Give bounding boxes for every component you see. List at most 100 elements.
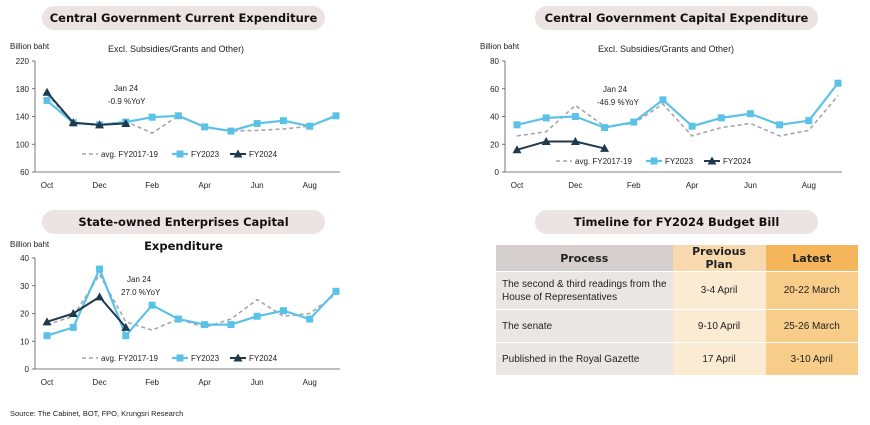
data-point-fy2023 (776, 121, 784, 129)
y-tick-label: 180 (16, 85, 30, 94)
chart1-title: Central Government Current Expenditure (42, 6, 325, 30)
data-point-fy2024 (121, 322, 131, 331)
x-tick-label: Feb (145, 181, 159, 190)
table-row: The senate 9-10 April 25-26 March (496, 309, 858, 343)
data-point-fy2023 (69, 323, 77, 331)
y-tick-label: 40 (20, 254, 29, 263)
x-tick-label: Oct (511, 181, 524, 190)
annotation-label: 27.0 %YoY (121, 288, 161, 297)
timeline-header-process: Process (496, 245, 673, 272)
annotation-label: Jan 24 (127, 275, 152, 284)
series-line-fy2023 (46, 268, 337, 337)
series-line-avg (46, 273, 337, 331)
data-point-fy2024 (95, 120, 105, 129)
data-point-fy2024 (570, 136, 580, 145)
timeline-process: Published in the Royal Gazette (496, 342, 673, 376)
data-point-fy2023 (659, 96, 667, 104)
data-point-fy2023 (306, 315, 314, 323)
y-tick-label: 60 (490, 85, 499, 94)
x-tick-label: Dec (92, 181, 106, 190)
legend-label: FY2024 (723, 157, 752, 166)
data-point-fy2023 (630, 118, 638, 126)
x-tick-label: Aug (303, 181, 317, 190)
x-tick-label: Jun (744, 181, 757, 190)
timeline-title: Timeline for FY2024 Budget Bill (535, 210, 818, 234)
data-point-fy2024 (541, 136, 551, 145)
x-tick-label: Feb (145, 378, 159, 387)
chart-current-expenditure: 60 100 140 180 220 Oct Dec Feb Apr Jun Aug Billion … (10, 42, 340, 190)
data-point-fy2023 (332, 112, 340, 120)
data-point-fy2024 (42, 317, 52, 326)
x-tick-label: Jun (251, 378, 264, 387)
data-point-fy2023 (227, 321, 235, 329)
data-point-fy2023 (227, 127, 235, 135)
annotation-label: -0.9 %YoY (108, 97, 146, 106)
data-point-fy2023 (253, 312, 261, 320)
legend-label: FY2023 (191, 150, 220, 159)
data-point-fy2023 (148, 113, 156, 121)
legend-marker (233, 353, 243, 362)
data-point-fy2023 (717, 114, 725, 122)
y-tick-label: 20 (20, 310, 29, 319)
series-line-fy2023 (516, 82, 839, 129)
chart-subtitle: Excl. Subsidies/Grants and Other) (598, 44, 734, 54)
x-tick-label: Apr (198, 378, 211, 387)
y-tick-label: 140 (16, 113, 30, 122)
timeline-process: The senate (496, 309, 673, 343)
x-tick-label: Aug (303, 378, 317, 387)
timeline-previous: 17 April (672, 342, 766, 376)
x-tick-label: Jun (251, 181, 264, 190)
annotation-label: -46.9 %YoY (597, 98, 640, 107)
legend-label: FY2023 (665, 157, 694, 166)
data-point-fy2023 (201, 321, 209, 329)
data-point-fy2023 (834, 79, 842, 87)
timeline-process: The second & third readings from the Hou… (496, 271, 673, 310)
chart-soe-capital-expenditure: 0 10 20 30 40 Oct Dec Feb Apr Jun Aug Billion baht J… (10, 240, 340, 387)
timeline-table: Process Previous Plan Latest The second … (496, 245, 858, 376)
data-point-fy2024 (95, 292, 105, 301)
series-line-fy2024 (516, 140, 605, 151)
y-axis-label: Billion baht (10, 240, 50, 249)
y-tick-label: 10 (20, 337, 29, 346)
y-tick-label: 0 (25, 365, 30, 374)
data-point-fy2023 (688, 122, 696, 130)
x-tick-label: Aug (802, 181, 816, 190)
timeline-header-row: Process Previous Plan Latest (496, 245, 858, 272)
series-line-fy2023 (46, 99, 337, 133)
data-point-fy2023 (43, 97, 51, 105)
timeline-header-latest: Latest (765, 245, 858, 272)
legend-label: FY2023 (191, 354, 220, 363)
legend-label: avg. FY2017-19 (575, 157, 632, 166)
data-point-fy2024 (600, 143, 610, 152)
y-axis-label: Billion baht (480, 42, 520, 51)
data-point-fy2023 (279, 117, 287, 125)
data-point-fy2024 (512, 145, 522, 154)
y-tick-label: 100 (16, 140, 30, 149)
y-tick-label: 0 (495, 168, 500, 177)
x-tick-label: Dec (92, 378, 106, 387)
y-tick-label: 60 (20, 168, 29, 177)
data-point-fy2023 (542, 114, 550, 122)
series-line-avg (46, 93, 337, 134)
data-point-fy2023 (805, 117, 813, 125)
chart-subtitle: Excl. Subsidies/Grants and Other) (108, 44, 244, 54)
series-line-avg (516, 95, 839, 137)
data-point-fy2024 (68, 118, 78, 127)
legend-marker (707, 156, 717, 165)
legend-label: avg. FY2017-19 (101, 354, 158, 363)
legend-marker (233, 149, 243, 158)
data-point-fy2023 (43, 332, 51, 340)
timeline-latest: 25-26 March (765, 309, 858, 343)
legend-marker (176, 150, 184, 158)
source-note: Source: The Cabinet, BOT, FPO, Krungsri … (10, 409, 184, 418)
series-line-fy2024 (46, 295, 127, 329)
data-point-fy2023 (571, 113, 579, 120)
legend-label: FY2024 (249, 354, 278, 363)
x-tick-label: Oct (41, 181, 54, 190)
data-point-fy2023 (513, 121, 521, 129)
annotation-label: Jan 24 (114, 84, 139, 93)
data-point-fy2023 (253, 119, 261, 127)
timeline-previous: 9-10 April (672, 309, 766, 343)
data-point-fy2023 (601, 124, 609, 132)
